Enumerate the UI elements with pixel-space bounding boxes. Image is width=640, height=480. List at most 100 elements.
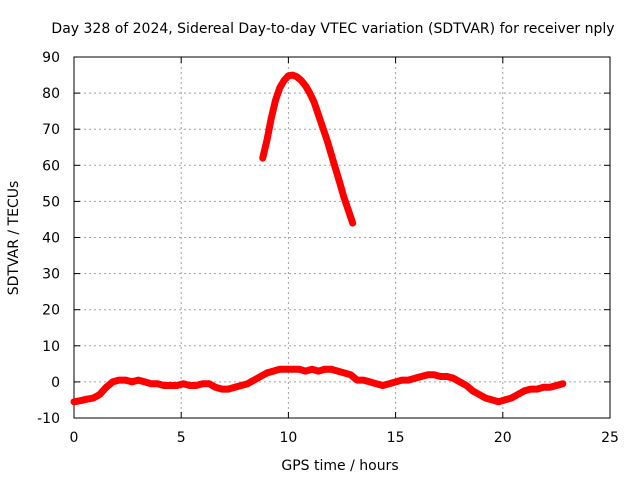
data-point (437, 373, 444, 380)
chart-title: Day 328 of 2024, Sidereal Day-to-day VTE… (51, 21, 614, 37)
x-tick-label: 20 (494, 430, 512, 446)
data-point (298, 77, 305, 84)
data-point (96, 391, 103, 398)
data-point (231, 384, 238, 391)
data-point (405, 377, 412, 384)
data-point (373, 380, 380, 387)
y-tick-label: -10 (37, 411, 60, 427)
data-point (360, 377, 367, 384)
data-point (411, 375, 418, 382)
data-point (469, 387, 476, 394)
data-point (489, 396, 496, 403)
data-point (553, 382, 560, 389)
data-point (238, 382, 245, 389)
data-point (193, 382, 200, 389)
data-point (180, 380, 187, 387)
y-axis-label: SDTVAR / TECUs (6, 181, 22, 296)
data-point (463, 382, 470, 389)
data-point (321, 366, 328, 373)
data-point (302, 82, 309, 89)
data-point (379, 382, 386, 389)
data-point (264, 137, 270, 143)
data-point (527, 386, 534, 393)
data-point (347, 371, 354, 378)
data-point (418, 373, 425, 380)
data-point (83, 396, 90, 403)
data-point (71, 398, 77, 405)
data-point (199, 380, 206, 387)
data-point (540, 384, 547, 391)
x-tick-label: 10 (279, 430, 297, 446)
data-point (514, 391, 521, 398)
data-point (154, 380, 161, 387)
y-tick-label: 40 (42, 231, 60, 247)
data-point (109, 378, 116, 385)
data-point (77, 397, 84, 404)
data-point (508, 395, 515, 402)
data-point (315, 368, 322, 375)
data-point (345, 207, 352, 214)
data-point (135, 377, 142, 384)
y-tick-label: 20 (42, 303, 60, 319)
x-tick-label: 25 (601, 430, 619, 446)
y-axis-ticks: -10 0 10 20 30 40 50 60 70 80 90 (37, 50, 610, 427)
y-tick-label: 70 (42, 122, 60, 138)
data-point (212, 384, 219, 391)
data-point (341, 194, 348, 201)
data-point (281, 77, 288, 84)
data-point (334, 368, 341, 375)
data-point (296, 366, 303, 373)
data-point (495, 398, 502, 405)
data-point (116, 377, 122, 384)
x-axis-label: GPS time / hours (281, 458, 398, 474)
data-point (332, 165, 339, 172)
x-tick-label: 15 (387, 430, 405, 446)
data-point (521, 387, 528, 394)
data-point (244, 380, 251, 387)
data-point (186, 382, 193, 389)
data-point (167, 382, 174, 389)
data-point (444, 373, 451, 380)
x-tick-label: 5 (177, 430, 186, 446)
data-point (311, 99, 318, 106)
data-point (122, 377, 129, 384)
data-point (270, 368, 277, 375)
y-tick-label: 60 (42, 158, 60, 174)
data-point (141, 378, 148, 385)
data-point (268, 115, 275, 122)
data-point (294, 73, 300, 80)
data-point (328, 151, 335, 158)
data-point (276, 84, 283, 91)
data-point (319, 124, 326, 131)
y-tick-label: 50 (42, 194, 60, 210)
data-point (559, 380, 566, 387)
data-point (336, 180, 343, 187)
y-tick-label: 10 (42, 339, 60, 355)
x-tick-label: 0 (70, 430, 79, 446)
data-point (482, 395, 489, 402)
data-point (289, 366, 296, 373)
data-point (257, 373, 264, 380)
data-point (354, 377, 360, 384)
data-point (309, 366, 315, 373)
data-point (206, 380, 213, 387)
data-point (534, 386, 541, 393)
data-point (547, 384, 553, 391)
data-point (218, 386, 225, 393)
data-point (341, 369, 348, 376)
series-group (70, 71, 567, 406)
data-point (349, 220, 356, 227)
y-tick-label: 90 (42, 50, 60, 66)
data-point (399, 377, 405, 384)
data-point (302, 368, 309, 375)
data-point (366, 378, 373, 385)
y-tick-label: 30 (42, 267, 60, 283)
data-point (424, 371, 431, 378)
data-point (431, 371, 438, 378)
data-point (264, 369, 270, 376)
series-line-sdtvar-peak (259, 71, 357, 227)
data-point (501, 396, 508, 403)
data-point (173, 382, 180, 389)
data-point (148, 380, 155, 387)
